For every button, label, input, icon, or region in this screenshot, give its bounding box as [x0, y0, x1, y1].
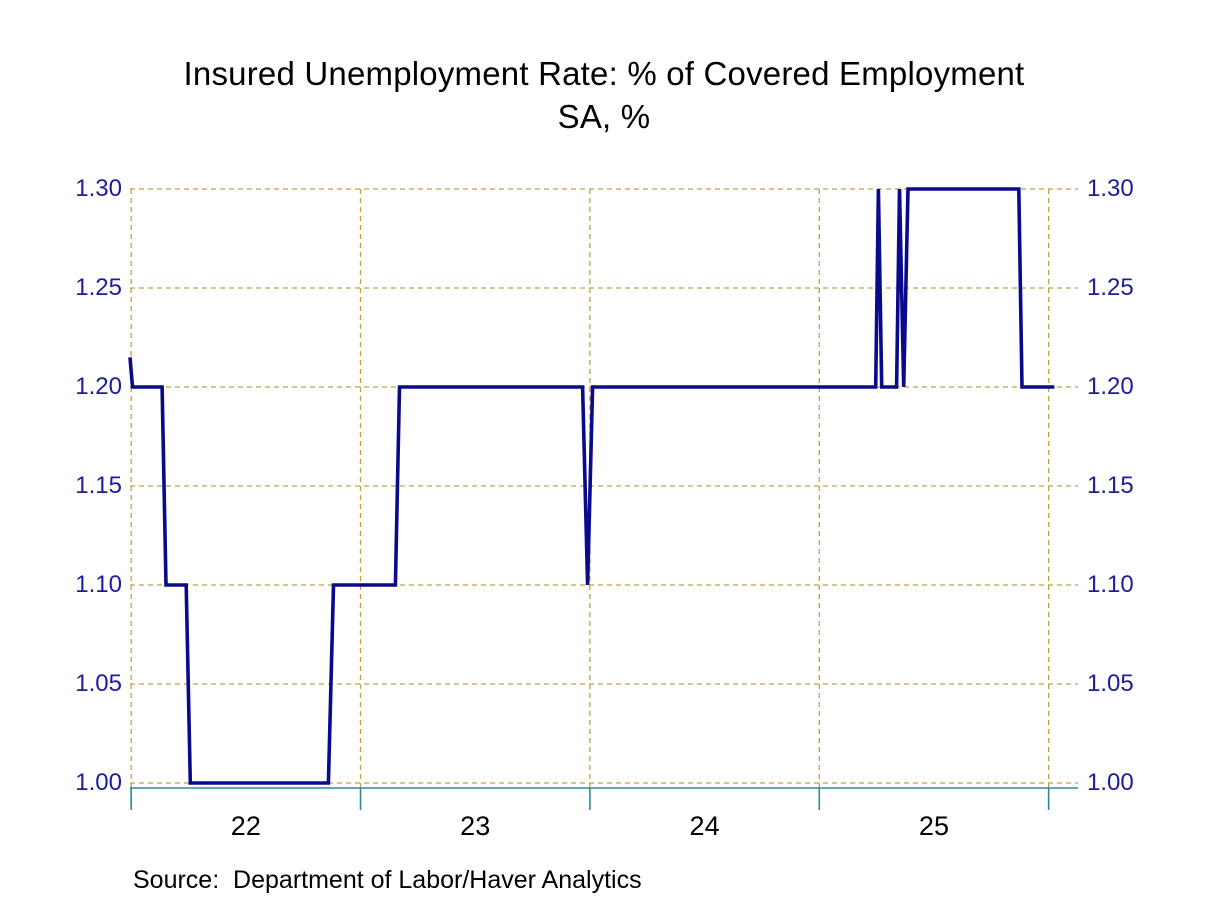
y-tick-label-right: 1.10: [1087, 571, 1134, 598]
data-line: [128, 187, 1055, 785]
y-tick-label-right: 1.25: [1087, 274, 1134, 301]
x-tick-label: 24: [689, 811, 720, 841]
chart-title: Insured Unemployment Rate: % of Covered …: [0, 52, 1208, 138]
source-note: Source: Department of Labor/Haver Analyt…: [133, 866, 642, 894]
y-tick-label-right: 1.00: [1087, 769, 1134, 796]
y-tick-label-left: 1.30: [75, 175, 122, 202]
x-tick-label: 22: [230, 811, 261, 841]
y-tick-label-right: 1.05: [1087, 670, 1134, 697]
y-tick-label-right: 1.30: [1087, 175, 1134, 202]
x-axis: [130, 787, 1078, 810]
y-tick-label-left: 1.05: [75, 670, 122, 697]
y-tick-label-right: 1.20: [1087, 373, 1134, 400]
y-tick-label-left: 1.10: [75, 571, 122, 598]
y-tick-label-left: 1.15: [75, 472, 122, 499]
chart-title-line1: Insured Unemployment Rate: % of Covered …: [183, 55, 1025, 92]
series-line: [128, 187, 1055, 785]
chart-title-line2: SA, %: [557, 98, 651, 135]
y-tick-label-left: 1.20: [75, 373, 122, 400]
x-tick-label: 23: [460, 811, 491, 841]
y-tick-label-left: 1.25: [75, 274, 122, 301]
y-tick-label-right: 1.15: [1087, 472, 1134, 499]
y-tick-label-left: 1.00: [75, 769, 122, 796]
x-tick-label: 25: [918, 811, 949, 841]
gridlines: [130, 188, 1078, 788]
